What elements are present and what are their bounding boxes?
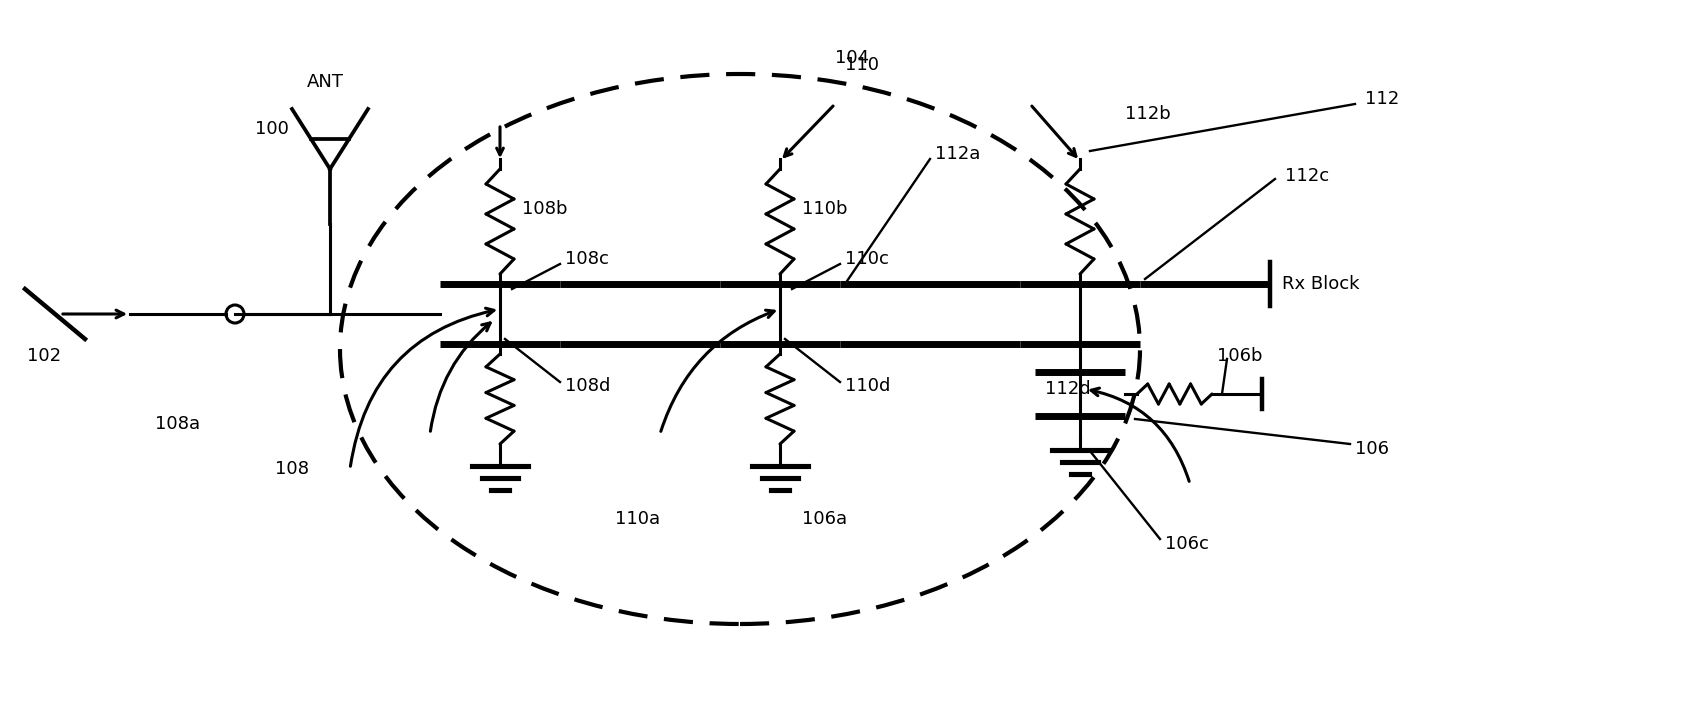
Text: 112d: 112d <box>1045 380 1091 398</box>
Text: 108a: 108a <box>154 415 200 433</box>
Text: 112: 112 <box>1365 90 1399 108</box>
Text: 110d: 110d <box>845 377 891 395</box>
Text: 108c: 108c <box>566 250 608 268</box>
Text: 100: 100 <box>256 120 290 138</box>
Text: 112b: 112b <box>1125 105 1171 123</box>
Circle shape <box>225 305 244 323</box>
Text: 104: 104 <box>835 49 869 67</box>
Text: 106a: 106a <box>801 510 847 528</box>
Text: 108b: 108b <box>522 200 567 218</box>
Text: 108d: 108d <box>566 377 610 395</box>
Text: 112c: 112c <box>1286 167 1330 185</box>
Text: 102: 102 <box>27 347 61 365</box>
Text: 110b: 110b <box>801 200 847 218</box>
Text: 110c: 110c <box>845 250 889 268</box>
Text: ANT: ANT <box>307 73 344 91</box>
Text: Rx Block: Rx Block <box>1282 275 1360 293</box>
Text: 106b: 106b <box>1216 347 1262 365</box>
Text: 106c: 106c <box>1165 535 1210 553</box>
Text: 106: 106 <box>1355 440 1389 458</box>
Text: 112a: 112a <box>935 145 981 163</box>
Text: 110: 110 <box>845 56 879 74</box>
Text: 110a: 110a <box>615 510 661 528</box>
Text: 108: 108 <box>274 460 308 478</box>
